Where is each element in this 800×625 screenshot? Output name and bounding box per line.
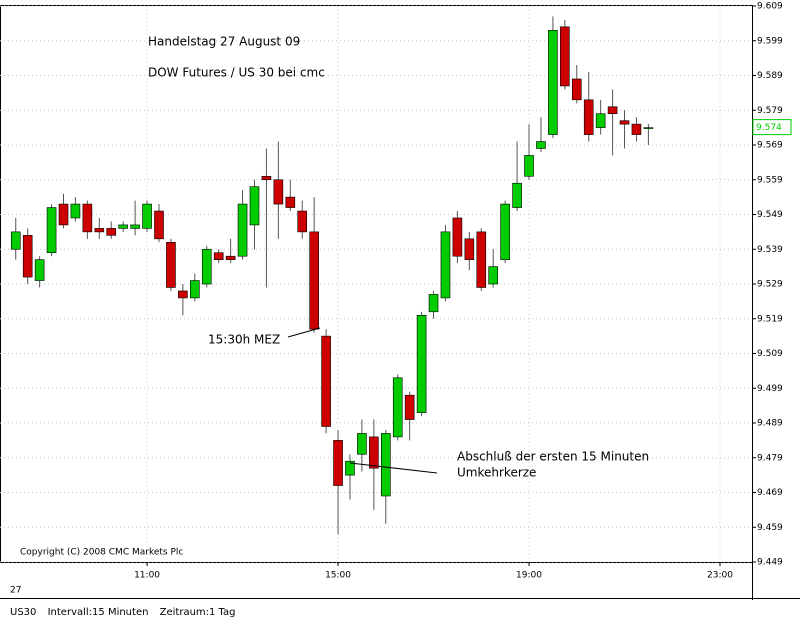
candle-body [213, 252, 224, 260]
y-tick-label: 9.469 [757, 488, 783, 498]
candle-body [309, 231, 319, 330]
x-tick-label: 23:00 [707, 571, 733, 581]
candle-body [643, 127, 654, 129]
candle-body [524, 155, 534, 177]
candle-body [607, 106, 618, 115]
candle-body [536, 141, 546, 149]
y-tick-label: 9.549 [757, 210, 783, 220]
candle-body [273, 179, 284, 205]
candle-body [333, 440, 343, 486]
candle-body [392, 377, 403, 438]
y-tick-label: 9.519 [757, 314, 783, 324]
annotation-subtitle: DOW Futures / US 30 bei cmc [148, 66, 325, 80]
candle-body [452, 217, 463, 257]
y-tick-label: 9.589 [757, 71, 783, 81]
status-symbol: US30 [10, 607, 37, 618]
candle-body [571, 78, 582, 101]
x-tick-label: 11:00 [134, 571, 160, 581]
y-tick-label: 9.459 [757, 523, 783, 533]
candle-body [464, 238, 475, 260]
status-interval: Intervall:15 Minuten [47, 607, 149, 618]
candle-body [595, 113, 606, 128]
copyright: Copyright (C) 2008 CMC Markets Plc [20, 548, 183, 558]
candle-body [225, 255, 236, 260]
candle-body [130, 224, 140, 229]
candle-body [82, 203, 93, 233]
y-tick-label: 9.509 [757, 349, 783, 359]
annotation-pointer [287, 327, 321, 338]
candle-body [58, 203, 69, 226]
candle-body [560, 26, 570, 87]
candle-body [345, 460, 355, 476]
candle-body [201, 248, 212, 285]
candle-body [106, 228, 117, 236]
candle-body [166, 242, 176, 288]
status-bar: US30 Intervall:15 Minuten Zeitraum:1 Tag [0, 600, 800, 625]
candle-body [154, 210, 164, 240]
candle-body [476, 231, 487, 288]
candle-body [142, 203, 152, 229]
y-tick-label: 9.559 [757, 175, 783, 185]
y-tick-label: 9.479 [757, 453, 783, 463]
candle-body [22, 235, 33, 278]
candle-body [357, 433, 367, 455]
candle-body [512, 182, 522, 208]
candle-body [548, 30, 558, 135]
candle-body [369, 436, 379, 469]
annotation-title: Handelstag 27 August 09 [148, 35, 300, 49]
y-tick-label: 9.579 [757, 106, 783, 116]
candle-body [190, 280, 200, 299]
candle-body [46, 207, 57, 254]
candle-body [631, 123, 642, 135]
candle-body [488, 266, 499, 285]
annotation-marker: 15:30h MEZ [208, 333, 280, 347]
candle-body [297, 210, 308, 233]
y-tick-label: 9.499 [757, 384, 783, 394]
y-tick-label: 9.569 [757, 141, 783, 151]
date-label: 27 [10, 586, 21, 596]
candle-body [70, 203, 81, 219]
candle-body [428, 294, 439, 313]
candle-body [249, 186, 260, 226]
status-range: Zeitraum:1 Tag [159, 607, 236, 618]
candle-body [94, 228, 105, 233]
candle-body [178, 290, 188, 299]
candle-body [321, 335, 331, 427]
y-tick-label: 9.609 [757, 2, 783, 12]
last-price-label: 9.574 [756, 123, 782, 133]
candle-body [10, 231, 21, 250]
candle-body [285, 196, 296, 208]
candle-body [118, 224, 128, 229]
y-tick-label: 9.489 [757, 419, 783, 429]
annotation-marker: Umkehrkerze [457, 466, 536, 480]
y-tick-label: 9.529 [757, 280, 783, 290]
candle-body [34, 259, 45, 281]
candle-body [404, 394, 415, 420]
candle-body [583, 99, 594, 135]
annotation-marker: Abschluß der ersten 15 Minuten [457, 450, 649, 464]
candle-body [500, 203, 510, 260]
x-tick-label: 15:00 [325, 571, 351, 581]
candle-body [416, 314, 427, 413]
x-tick-label: 19:00 [516, 571, 542, 581]
candle-body [380, 433, 391, 497]
candle-body [237, 203, 248, 257]
candle-body [619, 120, 630, 125]
last-price-box [752, 119, 792, 136]
chart: Handelstag 27 August 09 DOW Futures / US… [0, 2, 800, 600]
y-tick-label: 9.539 [757, 245, 783, 255]
annotation-pointer [349, 462, 438, 474]
candle-body [440, 231, 451, 299]
y-tick-label: 9.599 [757, 36, 783, 46]
candle-body [261, 175, 272, 181]
y-tick-label: 9.449 [757, 558, 783, 568]
